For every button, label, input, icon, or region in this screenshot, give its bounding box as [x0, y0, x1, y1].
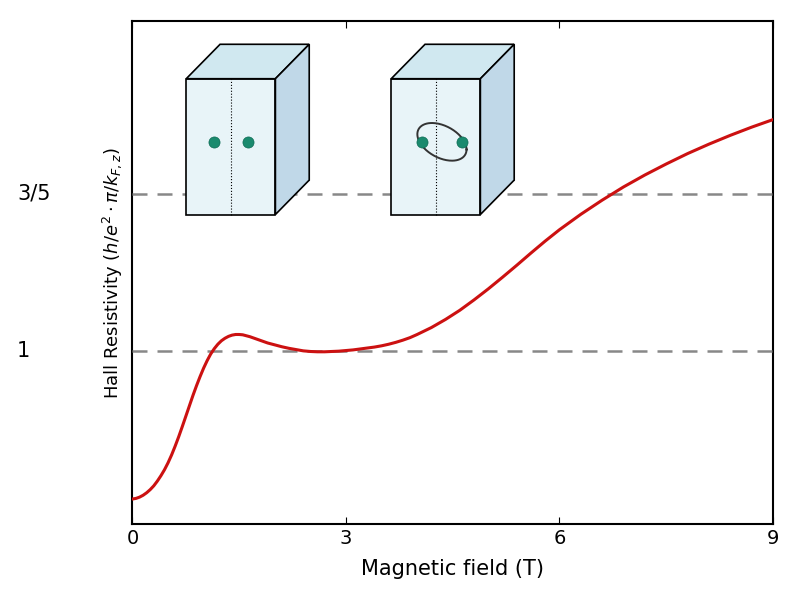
Y-axis label: Hall Resistivity ($h/e^{2}\cdot\pi/k_{F,z}$): Hall Resistivity ($h/e^{2}\cdot\pi/k_{F,…: [100, 146, 124, 398]
Text: 3/5: 3/5: [17, 184, 50, 204]
X-axis label: Magnetic field (T): Magnetic field (T): [362, 559, 544, 579]
Text: 1: 1: [17, 341, 30, 361]
